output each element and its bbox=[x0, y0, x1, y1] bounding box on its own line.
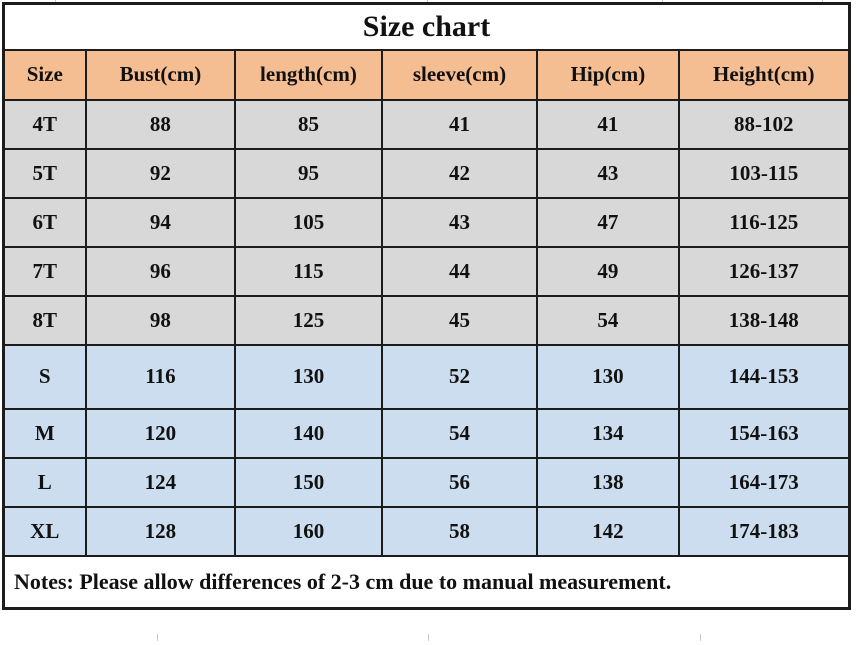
size-chart-table: Size chart Size Bust(cm) length(cm) slee… bbox=[2, 2, 851, 610]
length-cell: 105 bbox=[234, 196, 383, 248]
header-cell-hip: Hip(cm) bbox=[536, 48, 680, 101]
sleeve-cell: 41 bbox=[380, 98, 539, 150]
table-row-xl: XL 128 160 58 142 174-183 bbox=[2, 505, 851, 557]
size-cell: 4T bbox=[2, 98, 87, 150]
notes-cell: Notes: Please allow differences of 2-3 c… bbox=[2, 554, 851, 610]
gridline-artifact bbox=[55, 0, 56, 3]
header-cell-bust: Bust(cm) bbox=[84, 48, 237, 101]
header-cell-height: Height(cm) bbox=[677, 48, 851, 101]
height-cell: 126-137 bbox=[677, 245, 851, 297]
bust-cell: 94 bbox=[84, 196, 237, 248]
gridline-artifact bbox=[157, 634, 158, 641]
table-row-6t: 6T 94 105 43 47 116-125 bbox=[2, 196, 851, 248]
table-row-s: S 116 130 52 130 144-153 bbox=[2, 343, 851, 410]
size-cell: 8T bbox=[2, 294, 87, 346]
sleeve-cell: 54 bbox=[380, 407, 539, 459]
gridline-artifact bbox=[822, 0, 823, 3]
hip-cell: 134 bbox=[536, 407, 680, 459]
header-cell-sleeve: sleeve(cm) bbox=[380, 48, 539, 101]
table-row-7t: 7T 96 115 44 49 126-137 bbox=[2, 245, 851, 297]
gridline-artifact bbox=[662, 0, 663, 3]
bust-cell: 120 bbox=[84, 407, 237, 459]
bust-cell: 96 bbox=[84, 245, 237, 297]
title-row: Size chart bbox=[2, 2, 851, 51]
bust-cell: 116 bbox=[84, 343, 237, 410]
sleeve-cell: 42 bbox=[380, 147, 539, 199]
length-cell: 150 bbox=[234, 456, 383, 508]
sleeve-cell: 45 bbox=[380, 294, 539, 346]
hip-cell: 43 bbox=[536, 147, 680, 199]
size-cell: S bbox=[2, 343, 87, 410]
chart-title: Size chart bbox=[2, 2, 851, 51]
hip-cell: 47 bbox=[536, 196, 680, 248]
height-cell: 174-183 bbox=[677, 505, 851, 557]
table-row-l: L 124 150 56 138 164-173 bbox=[2, 456, 851, 508]
header-cell-size: Size bbox=[2, 48, 87, 101]
sleeve-cell: 43 bbox=[380, 196, 539, 248]
sleeve-cell: 52 bbox=[380, 343, 539, 410]
sleeve-cell: 44 bbox=[380, 245, 539, 297]
table-row-8t: 8T 98 125 45 54 138-148 bbox=[2, 294, 851, 346]
hip-cell: 41 bbox=[536, 98, 680, 150]
size-cell: M bbox=[2, 407, 87, 459]
size-cell: 7T bbox=[2, 245, 87, 297]
bust-cell: 88 bbox=[84, 98, 237, 150]
table-row-m: M 120 140 54 134 154-163 bbox=[2, 407, 851, 459]
height-cell: 116-125 bbox=[677, 196, 851, 248]
size-cell: 6T bbox=[2, 196, 87, 248]
size-cell: L bbox=[2, 456, 87, 508]
table-row-4t: 4T 88 85 41 41 88-102 bbox=[2, 98, 851, 150]
length-cell: 140 bbox=[234, 407, 383, 459]
bust-cell: 124 bbox=[84, 456, 237, 508]
length-cell: 115 bbox=[234, 245, 383, 297]
height-cell: 88-102 bbox=[677, 98, 851, 150]
height-cell: 144-153 bbox=[677, 343, 851, 410]
gridline-artifact bbox=[428, 634, 429, 641]
table-row-5t: 5T 92 95 42 43 103-115 bbox=[2, 147, 851, 199]
bust-cell: 128 bbox=[84, 505, 237, 557]
hip-cell: 138 bbox=[536, 456, 680, 508]
hip-cell: 54 bbox=[536, 294, 680, 346]
hip-cell: 130 bbox=[536, 343, 680, 410]
height-cell: 154-163 bbox=[677, 407, 851, 459]
gridline-artifact bbox=[700, 634, 701, 641]
sleeve-cell: 56 bbox=[380, 456, 539, 508]
gridline-artifact bbox=[427, 0, 428, 3]
height-cell: 103-115 bbox=[677, 147, 851, 199]
notes-row: Notes: Please allow differences of 2-3 c… bbox=[2, 554, 851, 610]
header-row: Size Bust(cm) length(cm) sleeve(cm) Hip(… bbox=[2, 48, 851, 101]
hip-cell: 49 bbox=[536, 245, 680, 297]
sleeve-cell: 58 bbox=[380, 505, 539, 557]
size-cell: 5T bbox=[2, 147, 87, 199]
size-cell: XL bbox=[2, 505, 87, 557]
length-cell: 130 bbox=[234, 343, 383, 410]
header-cell-length: length(cm) bbox=[234, 48, 383, 101]
length-cell: 95 bbox=[234, 147, 383, 199]
height-cell: 138-148 bbox=[677, 294, 851, 346]
bust-cell: 92 bbox=[84, 147, 237, 199]
height-cell: 164-173 bbox=[677, 456, 851, 508]
length-cell: 85 bbox=[234, 98, 383, 150]
hip-cell: 142 bbox=[536, 505, 680, 557]
length-cell: 125 bbox=[234, 294, 383, 346]
length-cell: 160 bbox=[234, 505, 383, 557]
bust-cell: 98 bbox=[84, 294, 237, 346]
